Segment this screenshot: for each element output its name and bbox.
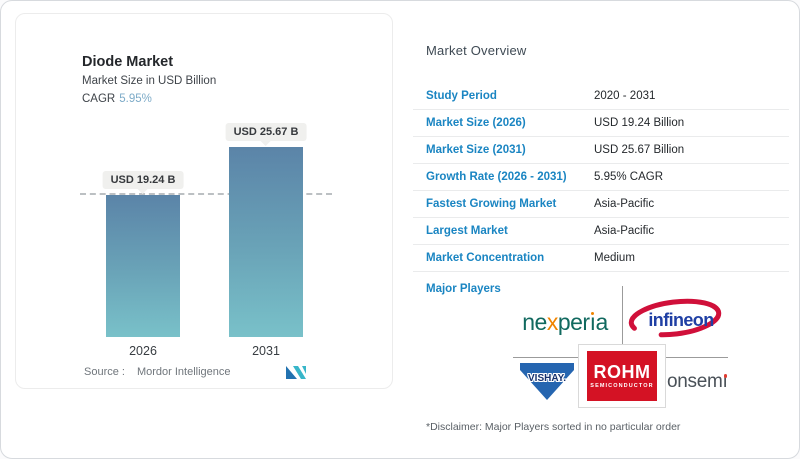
x-axis-label: 2031 [252, 344, 280, 358]
nexperia-text: per [557, 308, 590, 335]
chart-cagr-line: CAGR 5.95% [82, 93, 152, 105]
vishay-triangle-shape [520, 370, 574, 400]
bar-value-tooltip: USD 25.67 B [225, 123, 307, 142]
overview-row-label: Study Period [426, 90, 497, 102]
chart-bar-2026[interactable] [106, 194, 180, 337]
vishay-bar-shape [520, 363, 574, 370]
source-label: Source : [84, 366, 125, 378]
overview-row: Largest Market Asia-Pacific [413, 218, 789, 245]
reference-dashed-line [80, 192, 332, 195]
overview-table: Study Period 2020 - 2031 Market Size (2026… [413, 83, 789, 272]
nexperia-text: ne [522, 308, 547, 335]
market-chart-card: Diode Market Market Size in USD Billion … [15, 13, 393, 389]
onsemi-i-dot [723, 374, 728, 378]
overview-title: Market Overview [426, 43, 527, 58]
x-axis-label: 2026 [129, 344, 157, 358]
overview-row: Market Size (2031) USD 25.67 Billion [413, 137, 789, 164]
rohm-subtext: SEMICONDUCTOR [590, 382, 654, 389]
overview-row: Growth Rate (2026 - 2031) 5.95% CAGR [413, 164, 789, 191]
cagr-value: 5.95% [119, 93, 152, 105]
rohm-logo: ROHM SEMICONDUCTOR [578, 344, 666, 408]
overview-row-value: USD 19.24 Billion [594, 117, 685, 129]
overview-row-value: Medium [594, 252, 635, 264]
market-overview-panel: Market Overview Study Period 2020 - 2031 M… [413, 1, 791, 458]
mordor-intelligence-logo-icon [286, 366, 306, 379]
onsemi-logo: onsem ı [667, 367, 731, 397]
chart-subtitle: Market Size in USD Billion [82, 75, 217, 87]
chart-bar-2031[interactable] [229, 147, 303, 337]
nexperia-i: ı [589, 308, 596, 335]
overview-row: Study Period 2020 - 2031 [413, 83, 789, 110]
chart-title: Diode Market [82, 54, 174, 70]
infineon-logo: infineon [627, 295, 723, 345]
overview-row-label: Largest Market [426, 225, 508, 237]
nexperia-i-dot [590, 311, 595, 315]
overview-row-label: Market Size (2026) [426, 117, 526, 129]
infineon-text: infineon [648, 310, 714, 330]
rohm-text: ROHM [593, 361, 651, 382]
overview-row-value: Asia-Pacific [594, 198, 655, 210]
major-players-label: Major Players [426, 283, 501, 295]
nexperia-logo: ne x per ı a [516, 304, 614, 340]
overview-row-value: USD 25.67 Billion [594, 144, 685, 156]
bar-value-tooltip: USD 19.24 B [102, 170, 184, 189]
nexperia-text: a [595, 308, 608, 335]
overview-row-value: Asia-Pacific [594, 225, 655, 237]
overview-row-value: 2020 - 2031 [594, 90, 656, 102]
cagr-label: CAGR [82, 93, 116, 105]
rohm-red-square: ROHM SEMICONDUCTOR [587, 351, 657, 401]
logo-grid-vertical-divider [622, 286, 623, 358]
disclaimer-text: *Disclaimer: Major Players sorted in no … [426, 421, 681, 433]
vishay-logo: VISHAY. [519, 362, 575, 402]
overview-row-label: Market Size (2031) [426, 144, 526, 156]
vishay-text: VISHAY. [528, 373, 566, 384]
overview-row-value: 5.95% CAGR [594, 171, 664, 183]
overview-row-label: Market Concentration [426, 252, 545, 264]
overview-row-label: Growth Rate (2026 - 2031) [426, 171, 567, 183]
infineon-swoosh-icon [628, 298, 722, 338]
source-value: Mordor Intelligence [136, 366, 231, 378]
overview-row: Fastest Growing Market Asia-Pacific [413, 191, 789, 218]
nexperia-x: x [546, 308, 559, 335]
overview-row: Market Concentration Medium [413, 245, 789, 272]
onsemi-i: ı [722, 371, 728, 392]
overview-row: Market Size (2026) USD 19.24 Billion [413, 110, 789, 137]
onsemi-text: onsem [667, 371, 723, 392]
overview-row-label: Fastest Growing Market [426, 198, 557, 210]
chart-source: Source : Mordor Intelligence [84, 366, 231, 378]
